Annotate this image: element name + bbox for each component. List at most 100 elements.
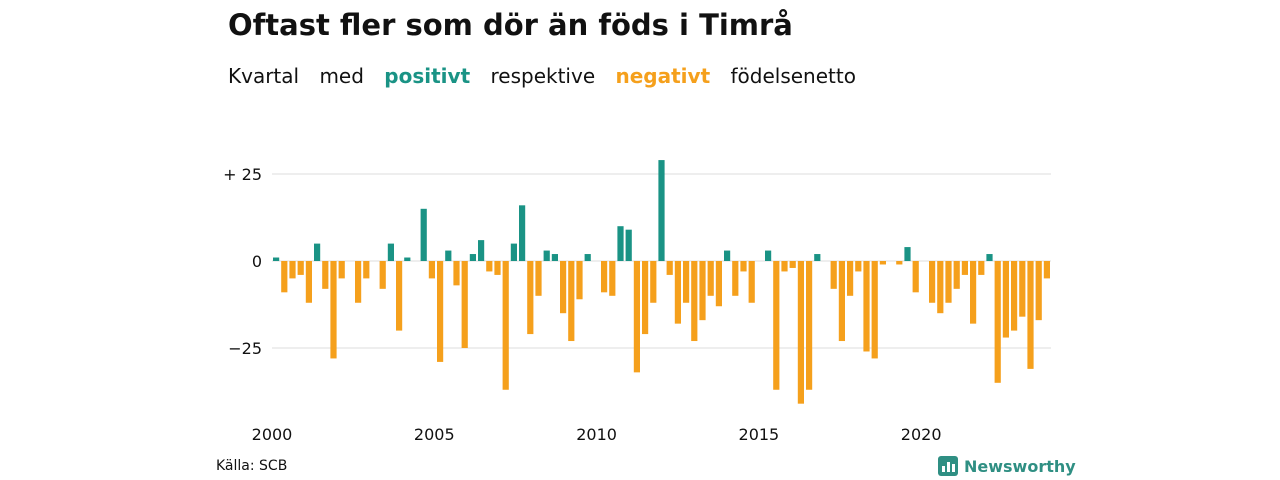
bar-negative [879, 261, 886, 265]
x-tick-label: 2000 [252, 425, 293, 444]
bar-negative [305, 261, 312, 303]
bar-negative [994, 261, 1001, 383]
bar-negative [806, 261, 813, 390]
bar-negative [699, 261, 706, 321]
bar-positive [510, 243, 517, 261]
bar-negative [437, 261, 444, 362]
bar-negative [773, 261, 780, 390]
newsworthy-logo: Newsworthy [938, 456, 1076, 476]
bar-negative [748, 261, 755, 303]
bar-negative [1011, 261, 1018, 331]
bar-negative [674, 261, 681, 324]
x-tick-label: 2020 [901, 425, 942, 444]
bar-positive [314, 243, 321, 261]
bar-negative [609, 261, 616, 296]
bar-negative [281, 261, 288, 293]
subtitle-negative: negativt [615, 64, 711, 88]
bar-negative [650, 261, 657, 303]
bar-negative [289, 261, 296, 279]
bar-positive [543, 250, 550, 261]
bar-negative [666, 261, 673, 275]
bar-negative [363, 261, 370, 279]
bar-negative [396, 261, 403, 331]
x-tick-label: 2005 [414, 425, 455, 444]
bar-negative [683, 261, 690, 303]
chart-subtitle: Kvartal med positivt respektive negativt… [228, 64, 870, 88]
bar-negative [1043, 261, 1050, 279]
bar-negative [1019, 261, 1026, 317]
bar-negative [1027, 261, 1034, 369]
bar-negative [830, 261, 837, 289]
y-tick-label: −25 [228, 339, 262, 358]
subtitle-word: Kvartal [228, 64, 300, 88]
bar-negative [576, 261, 583, 300]
y-tick-label: 0 [252, 252, 262, 271]
bar-negative [297, 261, 304, 275]
bar-negative [937, 261, 944, 314]
bar-negative [330, 261, 337, 359]
bar-positive [519, 205, 526, 261]
bar-negative [486, 261, 493, 272]
bar-positive [625, 229, 632, 261]
bar-negative [797, 261, 804, 404]
bar-negative [494, 261, 501, 275]
newsworthy-logo-icon [938, 456, 958, 476]
x-tick-label: 2015 [739, 425, 780, 444]
bar-positive [765, 250, 772, 261]
bar-negative [322, 261, 329, 289]
x-tick-label: 2010 [576, 425, 617, 444]
subtitle-positive: positivt [384, 64, 471, 88]
bar-negative [642, 261, 649, 335]
bar-negative [633, 261, 640, 373]
bar-negative [560, 261, 567, 314]
bar-positive [986, 254, 993, 261]
bar-negative [978, 261, 985, 275]
chart-title: Oftast fler som dör än föds i Timrå [228, 8, 793, 42]
bar-positive [617, 226, 624, 261]
bar-negative [1035, 261, 1042, 321]
bar-negative [863, 261, 870, 352]
newsworthy-logo-text: Newsworthy [964, 456, 1076, 476]
bar-negative [1002, 261, 1009, 338]
bar-negative [338, 261, 345, 279]
bar-negative [961, 261, 968, 275]
subtitle-word: med [319, 64, 364, 88]
bar-positive [814, 254, 821, 261]
bar-positive [387, 243, 394, 261]
y-tick-label: + 25 [223, 165, 262, 184]
bar-negative [535, 261, 542, 296]
bar-positive [273, 257, 280, 261]
bar-negative [740, 261, 747, 272]
bar-negative [789, 261, 796, 268]
bar-negative [855, 261, 862, 272]
bar-negative [527, 261, 534, 335]
bar-negative [838, 261, 845, 342]
bar-negative [912, 261, 919, 293]
bar-negative [355, 261, 362, 303]
subtitle-word: respektive [490, 64, 596, 88]
bar-positive [445, 250, 452, 261]
bar-negative [945, 261, 952, 303]
bar-negative [379, 261, 386, 289]
source-label: Källa: SCB [216, 458, 288, 474]
bar-negative [453, 261, 460, 286]
bar-negative [970, 261, 977, 324]
bar-negative [732, 261, 739, 296]
bar-positive [469, 254, 476, 261]
bar-negative [715, 261, 722, 307]
bar-negative [896, 261, 903, 265]
bar-negative [568, 261, 575, 342]
bar-positive [584, 254, 591, 261]
bar-negative [502, 261, 509, 390]
bar-negative [847, 261, 854, 296]
bar-negative [929, 261, 936, 303]
bar-positive [420, 208, 427, 261]
bar-negative [781, 261, 788, 272]
bar-positive [404, 257, 411, 261]
bar-negative [691, 261, 698, 342]
bar-positive [658, 160, 665, 261]
bar-positive [724, 250, 731, 261]
bar-negative [601, 261, 608, 293]
bar-positive [904, 247, 911, 261]
bar-negative [461, 261, 468, 348]
